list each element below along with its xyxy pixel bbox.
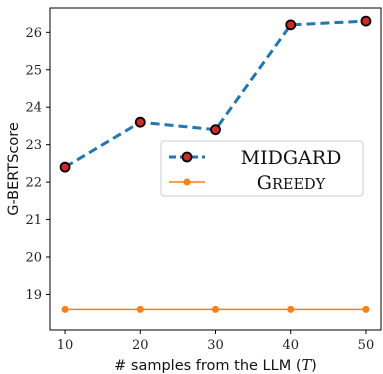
data-point [287,305,295,313]
legend-marker [181,151,193,163]
y-tick-label: 22 [25,176,42,191]
data-point [136,305,144,313]
legend-label: GREEDY [257,172,326,194]
x-tick-label: 10 [57,338,74,353]
y-tick-label: 20 [25,250,42,265]
legend-marker [183,178,191,186]
data-point [210,124,221,136]
legend-label: MIDGARD [241,147,342,169]
data-point [285,19,297,31]
x-tick-label: 40 [282,338,299,353]
data-point [61,305,69,313]
x-tick-label: 30 [207,338,224,353]
data-point [360,15,372,27]
data-point [59,161,71,173]
y-tick-label: 23 [25,138,42,153]
series-line [64,19,367,169]
y-axis-ticks: 19 20 21 22 23 24 25 26 [25,26,50,303]
data-point [362,305,370,313]
series-midgard [59,15,372,173]
y-tick-label: 21 [25,213,42,228]
data-point [134,116,146,128]
x-tick-label: 20 [132,338,149,353]
data-point [212,305,219,313]
x-axis-ticks: 10 20 30 40 50 [57,330,374,353]
y-tick-label: 26 [25,26,42,41]
y-tick-label: 19 [25,288,42,303]
series-layer [59,15,372,313]
series-greedy [61,305,370,313]
x-tick-label: 50 [358,338,375,353]
x-axis-title: # samples from the LLM (T) [114,358,317,374]
y-axis-title: G-BERTScore [6,122,22,216]
y-tick-label: 24 [25,101,42,116]
legend-box [160,140,364,197]
y-tick-label: 25 [25,63,42,78]
legend: MIDGARD GREEDY [160,140,364,197]
